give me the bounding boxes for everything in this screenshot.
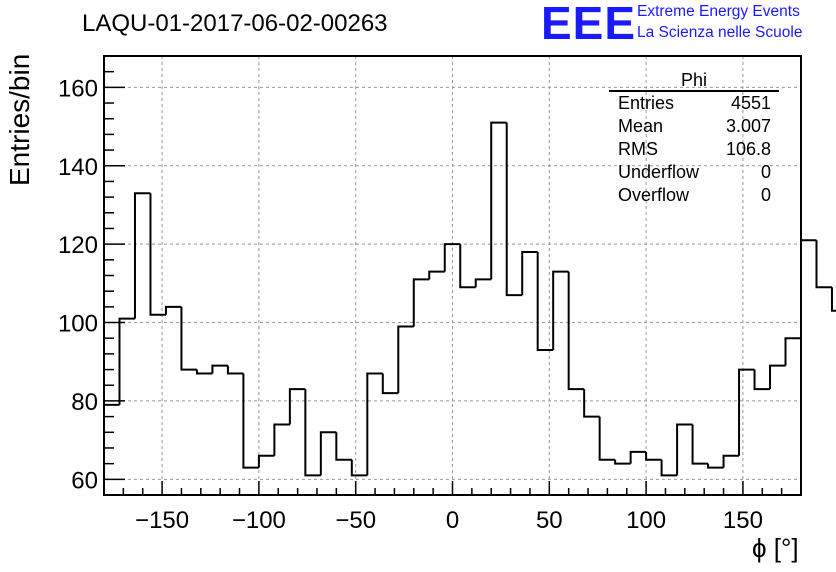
y-axis-label: Entries/bin: [4, 53, 35, 186]
x-axis-label: ϕ [°]: [752, 533, 799, 563]
histogram-bin: [350, 459, 368, 477]
histogram-bin: [753, 369, 771, 391]
histogram-bin: [149, 193, 166, 316]
eee-logo: EEE: [541, 0, 637, 49]
histogram-bin: [505, 122, 523, 297]
x-tick-label: 0: [446, 507, 459, 534]
histogram-bin: [443, 243, 461, 272]
stats-label: RMS: [618, 139, 658, 159]
axis-ticks: [104, 55, 783, 495]
histogram-bin: [257, 454, 275, 468]
histogram-bins: [104, 121, 836, 477]
histogram-bin: [552, 270, 569, 350]
x-tick-label: −150: [135, 507, 189, 534]
histogram-bin: [676, 423, 693, 476]
histogram-bin: [660, 459, 678, 477]
stats-box: Phi Entries 4551 Mean 3.007 RMS 106.8 Un…: [609, 70, 779, 207]
stats-value: 3.007: [725, 116, 771, 136]
y-tick-label: 140: [58, 154, 98, 181]
stats-title: Phi: [609, 70, 779, 92]
stats-row-rms: RMS 106.8: [609, 138, 779, 161]
histogram-bin: [195, 369, 213, 375]
stats-row-entries: Entries 4551: [609, 92, 779, 115]
histogram-bin: [428, 270, 445, 280]
grid-lines: [104, 56, 801, 495]
y-tick-label: 100: [58, 311, 98, 338]
stats-value: 0: [760, 185, 771, 205]
histogram-bin: [583, 389, 600, 418]
plot-frame: [103, 55, 802, 496]
histogram-bin: [707, 463, 724, 469]
y-tick-label: 120: [58, 232, 98, 259]
stats-row-underflow: Underflow 0: [609, 161, 779, 184]
stats-label: Entries: [618, 93, 675, 113]
histogram-bin: [738, 368, 755, 456]
histogram-bin: [273, 423, 290, 456]
histogram-bin: [118, 317, 135, 405]
histogram-bin: [366, 372, 383, 476]
stats-label: Underflow: [618, 162, 700, 182]
histogram-bin: [769, 364, 786, 390]
y-tick-label: 60: [71, 467, 98, 494]
stats-label: Mean: [618, 116, 664, 136]
histogram-bin: [412, 278, 430, 327]
y-tick-label: 160: [58, 75, 98, 102]
x-tick-label: −50: [335, 507, 376, 534]
x-tick-label: 150: [723, 507, 763, 534]
stats-label: Overflow: [618, 185, 690, 205]
histogram-bin: [645, 451, 662, 461]
histogram-bin: [226, 365, 244, 375]
histogram-bin: [459, 244, 476, 289]
histogram-bin: [800, 239, 817, 339]
histogram-bin: [521, 250, 538, 296]
stats-value: 0: [760, 162, 771, 182]
stats-value: 4551: [730, 93, 771, 113]
histogram-bin: [211, 364, 228, 374]
histogram-bin: [598, 416, 616, 461]
histogram-bin: [614, 459, 631, 465]
stats-value: 106.8: [725, 139, 771, 159]
histogram-bin: [815, 240, 832, 289]
histogram-bin: [784, 337, 801, 366]
histogram-bin: [133, 192, 151, 319]
histogram-bin: [164, 305, 182, 315]
histogram-bin: [242, 373, 259, 469]
x-tick-label: 100: [626, 507, 666, 534]
histogram-bin: [536, 251, 554, 351]
histogram-bin: [830, 287, 836, 312]
x-tick-label: −100: [232, 507, 286, 534]
stats-row-overflow: Overflow 0: [609, 184, 779, 207]
histogram-bin: [397, 325, 414, 394]
histogram-bin: [319, 431, 337, 476]
chart-title: LAQU-01-2017-06-02-00263: [82, 10, 388, 37]
histogram-bin: [180, 306, 197, 371]
histogram-bin: [490, 121, 507, 280]
y-tick-label: 80: [71, 389, 98, 416]
histogram-bin: [629, 450, 647, 464]
tick-labels: −150 −100 −50 0 50 100 150 60 80 100 120 140 160: [58, 75, 763, 534]
histogram-bin: [474, 278, 492, 288]
histogram-bin: [691, 424, 709, 465]
histogram-bin: [381, 373, 399, 395]
x-tick-label: 50: [536, 507, 563, 534]
logo-line-1: Extreme Energy Events: [637, 3, 800, 20]
stats-row-mean: Mean 3.007: [609, 115, 779, 138]
histogram-bin: [722, 454, 740, 468]
histogram-bin: [288, 388, 306, 425]
logo-line-2: La Scienza nelle Scuole: [637, 24, 803, 41]
histogram-bin: [567, 271, 585, 391]
histogram-bin: [304, 389, 321, 477]
histogram-bin: [335, 432, 352, 461]
